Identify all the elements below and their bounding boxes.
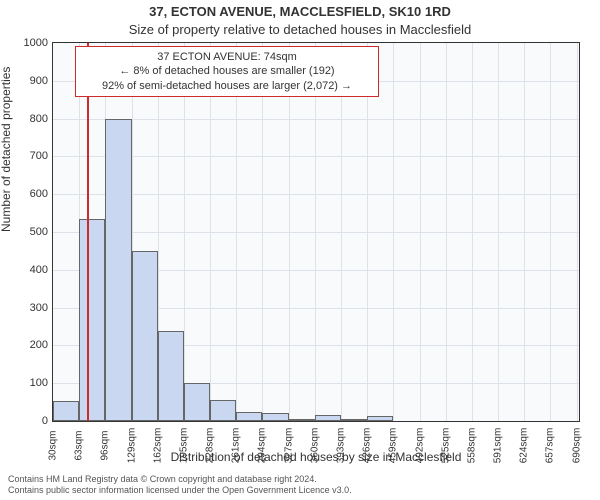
gridline-v xyxy=(184,43,185,421)
gridline-v xyxy=(446,43,447,421)
histogram-bar xyxy=(315,415,341,421)
x-tick-label: 228sqm xyxy=(205,428,216,464)
x-tick-label: 162sqm xyxy=(152,428,163,464)
histogram-bar xyxy=(53,401,79,421)
histogram-bar xyxy=(262,413,288,421)
annotation-line: ← 8% of detached houses are smaller (192… xyxy=(82,64,372,78)
histogram-bar xyxy=(236,412,262,421)
x-tick-label: 96sqm xyxy=(100,430,111,460)
x-tick-label: 657sqm xyxy=(545,428,556,464)
gridline-v xyxy=(393,43,394,421)
y-tick-label: 0 xyxy=(8,415,48,427)
chart-title-line1: 37, ECTON AVENUE, MACCLESFIELD, SK10 1RD xyxy=(0,4,600,19)
x-tick-label: 525sqm xyxy=(440,428,451,464)
plot-area xyxy=(52,42,580,422)
x-tick-label: 327sqm xyxy=(283,428,294,464)
y-tick-label: 900 xyxy=(8,75,48,87)
x-tick-label: 63sqm xyxy=(74,430,85,460)
x-tick-label: 393sqm xyxy=(335,428,346,464)
histogram-bar xyxy=(79,219,105,421)
y-tick-label: 300 xyxy=(8,302,48,314)
gridline-v xyxy=(524,43,525,421)
x-tick-label: 624sqm xyxy=(519,428,530,464)
x-tick-label: 558sqm xyxy=(466,428,477,464)
gridline-v xyxy=(236,43,237,421)
gridline-v xyxy=(262,43,263,421)
x-tick-label: 360sqm xyxy=(309,428,320,464)
gridline-v xyxy=(550,43,551,421)
reference-line xyxy=(87,43,89,421)
histogram-bar xyxy=(105,119,131,421)
histogram-bar xyxy=(132,251,158,421)
gridline-v xyxy=(472,43,473,421)
y-tick-label: 700 xyxy=(8,150,48,162)
gridline-v xyxy=(577,43,578,421)
gridline-v xyxy=(367,43,368,421)
reference-annotation: 37 ECTON AVENUE: 74sqm← 8% of detached h… xyxy=(75,46,379,97)
chart-title-line2: Size of property relative to detached ho… xyxy=(0,22,600,37)
histogram-bar xyxy=(184,383,210,421)
gridline-v xyxy=(498,43,499,421)
histogram-bar xyxy=(158,331,184,421)
gridline-v xyxy=(210,43,211,421)
y-tick-label: 800 xyxy=(8,113,48,125)
y-tick-label: 1000 xyxy=(8,37,48,49)
x-tick-label: 294sqm xyxy=(257,428,268,464)
footer-line1: Contains HM Land Registry data © Crown c… xyxy=(8,474,352,485)
y-tick-label: 600 xyxy=(8,188,48,200)
histogram-bar xyxy=(367,416,393,421)
y-tick-label: 100 xyxy=(8,377,48,389)
annotation-line: 37 ECTON AVENUE: 74sqm xyxy=(82,50,372,64)
footer-attribution: Contains HM Land Registry data © Crown c… xyxy=(8,474,352,497)
gridline-v xyxy=(289,43,290,421)
y-tick-label: 200 xyxy=(8,339,48,351)
annotation-line: 92% of semi-detached houses are larger (… xyxy=(82,79,372,93)
x-tick-label: 30sqm xyxy=(48,430,59,460)
gridline-v xyxy=(341,43,342,421)
y-axis-label: Number of detached properties xyxy=(0,67,13,232)
y-tick-label: 400 xyxy=(8,264,48,276)
gridline-v xyxy=(315,43,316,421)
x-tick-label: 492sqm xyxy=(414,428,425,464)
x-tick-label: 261sqm xyxy=(231,428,242,464)
x-tick-label: 690sqm xyxy=(571,428,582,464)
x-tick-label: 459sqm xyxy=(388,428,399,464)
x-tick-label: 426sqm xyxy=(362,428,373,464)
histogram-bar xyxy=(289,419,315,421)
y-tick-label: 500 xyxy=(8,226,48,238)
histogram-bar xyxy=(210,400,236,421)
footer-line2: Contains public sector information licen… xyxy=(8,485,352,496)
gridline-v xyxy=(420,43,421,421)
histogram-bar xyxy=(341,419,367,421)
x-tick-label: 591sqm xyxy=(493,428,504,464)
x-tick-label: 129sqm xyxy=(126,428,137,464)
chart-container: 37, ECTON AVENUE, MACCLESFIELD, SK10 1RD… xyxy=(0,0,600,500)
x-tick-label: 195sqm xyxy=(178,428,189,464)
